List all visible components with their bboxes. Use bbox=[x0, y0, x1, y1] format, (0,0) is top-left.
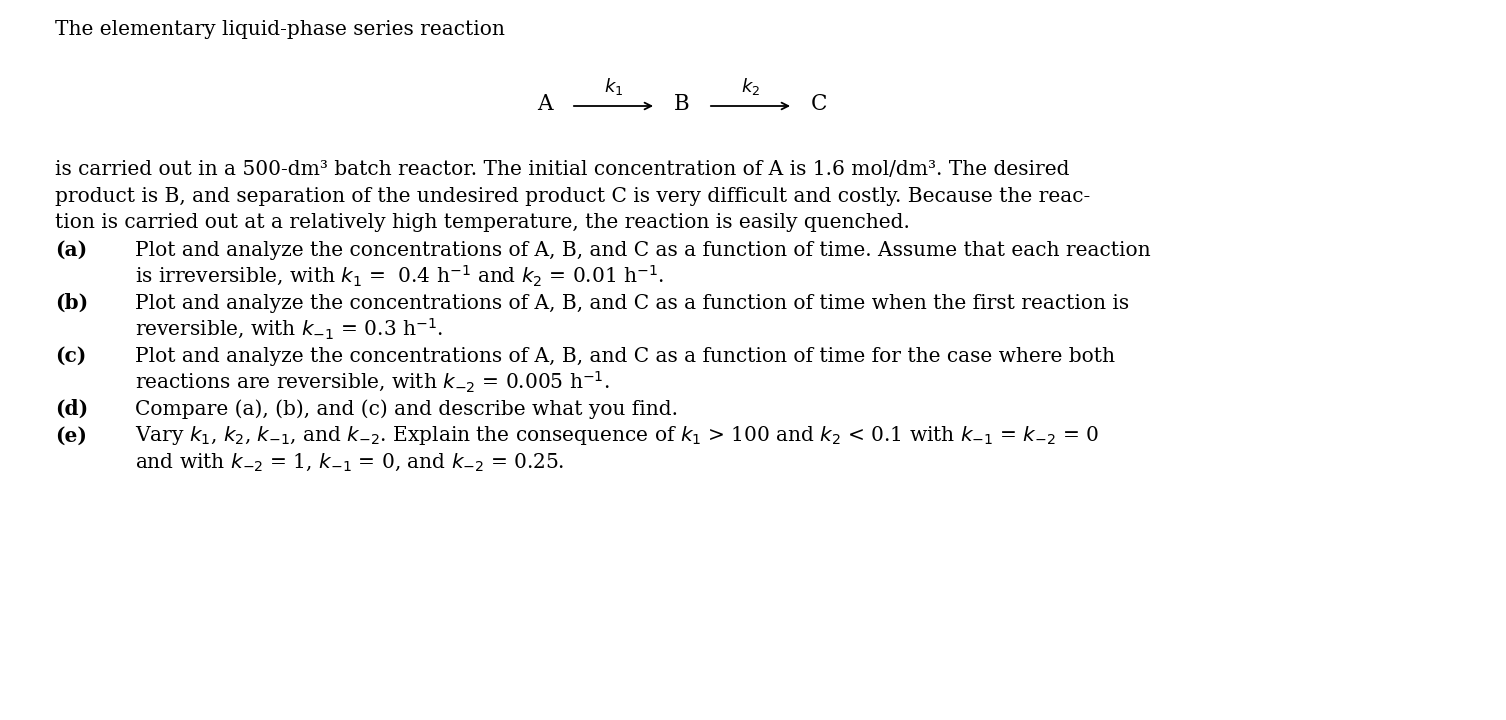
Text: product is B, and separation of the undesired product C is very difficult and co: product is B, and separation of the unde… bbox=[56, 186, 1090, 205]
Text: (c): (c) bbox=[56, 346, 86, 366]
Text: The elementary liquid-phase series reaction: The elementary liquid-phase series react… bbox=[56, 20, 505, 39]
Text: Compare (a), (b), and (c) and describe what you find.: Compare (a), (b), and (c) and describe w… bbox=[136, 399, 678, 419]
Text: $k_1$: $k_1$ bbox=[604, 76, 623, 97]
Text: Plot and analyze the concentrations of A, B, and C as a function of time for the: Plot and analyze the concentrations of A… bbox=[136, 347, 1114, 366]
Text: is irreversible, with $k_1$ =  0.4 h$^{-1}$ and $k_2$ = 0.01 h$^{-1}$.: is irreversible, with $k_1$ = 0.4 h$^{-1… bbox=[136, 264, 664, 288]
Text: $k_2$: $k_2$ bbox=[741, 76, 761, 97]
Text: tion is carried out at a relatively high temperature, the reaction is easily que: tion is carried out at a relatively high… bbox=[56, 213, 910, 232]
Text: (b): (b) bbox=[56, 293, 89, 312]
Text: (e): (e) bbox=[56, 426, 87, 446]
Text: is carried out in a 500-dm³ batch reactor. The initial concentration of A is 1.6: is carried out in a 500-dm³ batch reacto… bbox=[56, 160, 1069, 179]
Text: B: B bbox=[675, 93, 690, 115]
Text: and with $k_{-2}$ = 1, $k_{-1}$ = 0, and $k_{-2}$ = 0.25.: and with $k_{-2}$ = 1, $k_{-1}$ = 0, and… bbox=[136, 451, 565, 473]
Text: A: A bbox=[538, 93, 553, 115]
Text: Plot and analyze the concentrations of A, B, and C as a function of time. Assume: Plot and analyze the concentrations of A… bbox=[136, 240, 1151, 260]
Text: Plot and analyze the concentrations of A, B, and C as a function of time when th: Plot and analyze the concentrations of A… bbox=[136, 294, 1130, 312]
Text: C: C bbox=[810, 93, 827, 115]
Text: reversible, with $k_{-1}$ = 0.3 h$^{-1}$.: reversible, with $k_{-1}$ = 0.3 h$^{-1}$… bbox=[136, 316, 443, 341]
Text: Vary $k_1$, $k_2$, $k_{-1}$, and $k_{-2}$. Explain the consequence of $k_1$ > 10: Vary $k_1$, $k_2$, $k_{-1}$, and $k_{-2}… bbox=[136, 424, 1099, 447]
Text: reactions are reversible, with $k_{-2}$ = 0.005 h$^{-1}$.: reactions are reversible, with $k_{-2}$ … bbox=[136, 369, 610, 394]
Text: (a): (a) bbox=[56, 240, 87, 260]
Text: (d): (d) bbox=[56, 399, 89, 419]
